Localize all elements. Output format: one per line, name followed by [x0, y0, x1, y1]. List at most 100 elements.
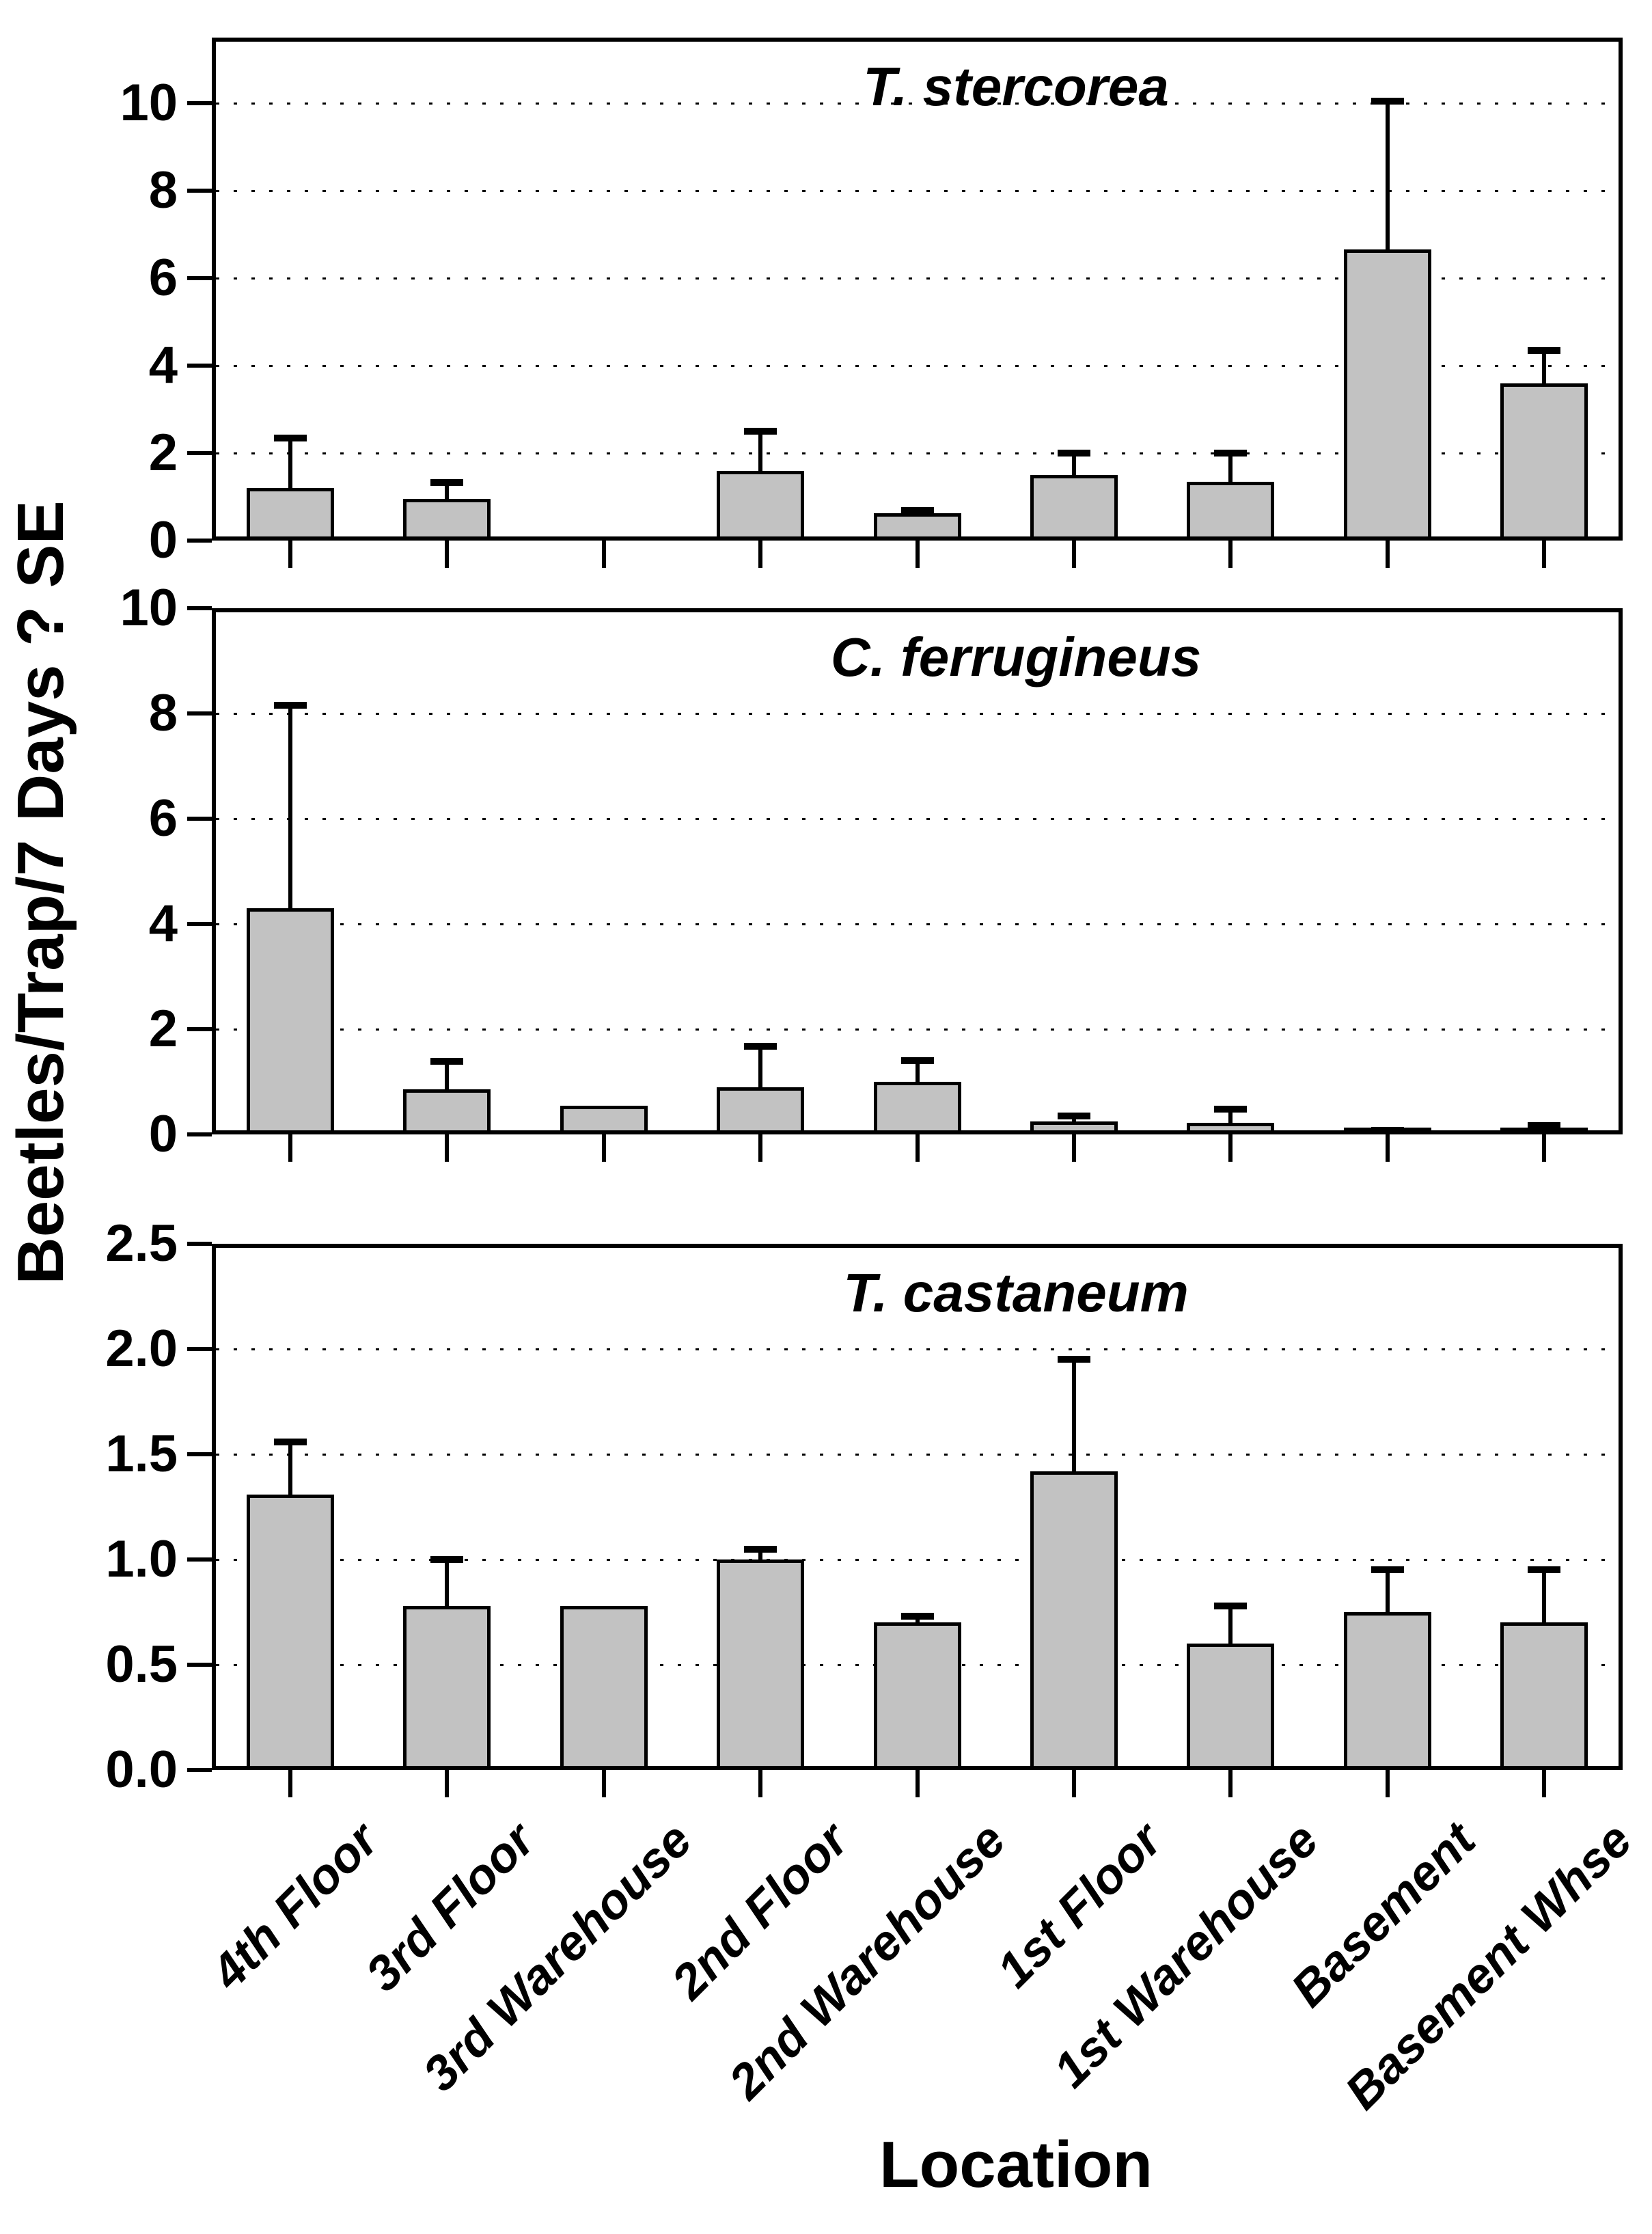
error-bar-stem — [288, 705, 292, 915]
x-axis-tick — [915, 541, 920, 568]
error-bar-cap — [273, 702, 307, 709]
bar-3rd-warehouse — [560, 1106, 648, 1134]
bar-1st-floor — [1030, 475, 1118, 541]
error-bar-cap — [1528, 1566, 1561, 1574]
y-axis-tick — [187, 1242, 212, 1246]
x-axis-tick — [758, 1134, 763, 1162]
x-axis-label: Location — [879, 2128, 1153, 2201]
bar-basement — [1343, 1612, 1431, 1770]
x-axis-tick — [288, 541, 292, 568]
y-axis-tick — [187, 539, 212, 543]
x-axis-tick — [1228, 1134, 1233, 1162]
bar-4th-floor — [246, 1494, 334, 1770]
error-bar-cap — [430, 478, 464, 486]
y-axis-tick — [187, 922, 212, 926]
error-bar-stem — [1228, 453, 1233, 489]
gridline — [216, 923, 1619, 925]
y-tick-label: 2 — [148, 424, 178, 482]
y-axis-tick — [187, 1557, 212, 1562]
x-axis-tick — [445, 1134, 450, 1162]
x-axis-tick — [758, 1770, 763, 1797]
panel-t-castaneum: T. castaneum — [212, 1244, 1623, 1770]
y-tick-label: 8 — [148, 161, 178, 219]
error-bar-cap — [1528, 346, 1561, 354]
gridline — [216, 1348, 1619, 1350]
error-bar-cap — [430, 1556, 464, 1563]
error-bar-cap — [1371, 1566, 1404, 1574]
y-axis-tick — [187, 1663, 212, 1667]
gridline — [216, 190, 1619, 192]
y-axis-tick — [187, 101, 212, 105]
error-bar-stem — [1071, 453, 1076, 482]
y-tick-label: 0.5 — [105, 1635, 178, 1693]
y-tick-label: 2.5 — [105, 1214, 178, 1272]
bar-basement — [1343, 249, 1431, 541]
error-bar-cap — [1214, 1106, 1248, 1113]
panel-title: T. castaneum — [843, 1262, 1189, 1323]
y-tick-label: 6 — [148, 249, 178, 307]
bar-basement — [1343, 1128, 1431, 1134]
y-axis-tick — [187, 817, 212, 821]
bar-1st-floor — [1030, 1121, 1118, 1134]
error-bar-cap — [744, 1545, 777, 1553]
error-bar-stem — [1228, 1605, 1233, 1651]
gridline — [216, 1559, 1619, 1561]
error-bar-cap — [1214, 450, 1248, 457]
y-axis-tick — [187, 711, 212, 716]
y-tick-label: 0 — [148, 511, 178, 569]
x-axis-tick — [1385, 541, 1390, 568]
x-axis-tick — [1228, 541, 1233, 568]
x-axis-tick — [1071, 541, 1076, 568]
x-axis-tick — [1071, 1770, 1076, 1797]
x-axis-tick — [915, 1134, 920, 1162]
error-bar-cap — [1214, 1602, 1248, 1609]
bar-1st-warehouse — [1187, 481, 1275, 541]
bar-2nd-warehouse — [873, 1622, 961, 1770]
x-axis-tick — [1071, 1134, 1076, 1162]
error-bar-cap — [1057, 1113, 1090, 1120]
bar-3rd-floor — [403, 1089, 491, 1134]
error-bar-stem — [288, 1441, 292, 1501]
error-bar-cap — [900, 507, 934, 515]
y-tick-label: 2.0 — [105, 1320, 178, 1378]
error-bar-cap — [900, 1057, 934, 1065]
error-bar-stem — [445, 1061, 450, 1096]
error-bar-stem — [1071, 1359, 1076, 1478]
error-bar-cap — [273, 434, 307, 441]
x-axis-tick — [1385, 1134, 1390, 1162]
y-tick-label: 1.5 — [105, 1425, 178, 1483]
y-axis-tick — [187, 1027, 212, 1031]
y-tick-label: 8 — [148, 684, 178, 742]
error-bar-cap — [273, 1438, 307, 1445]
error-bar-stem — [758, 1046, 763, 1094]
x-axis-tick — [288, 1770, 292, 1797]
bar-2nd-warehouse — [873, 513, 961, 541]
bar-4th-floor — [246, 908, 334, 1134]
error-bar-cap — [1528, 1121, 1561, 1129]
gridline — [216, 1454, 1619, 1456]
y-tick-label: 2 — [148, 1000, 178, 1058]
error-bar-cap — [430, 1057, 464, 1065]
bar-basement-whse — [1500, 1128, 1588, 1134]
y-tick-label: 10 — [120, 74, 178, 132]
y-axis-tick — [187, 451, 212, 455]
x-axis-tick — [1542, 1770, 1547, 1797]
panel-t-stercorea: T. stercorea — [212, 38, 1623, 541]
x-axis-tick — [288, 1134, 292, 1162]
panel-title: T. stercorea — [863, 56, 1169, 117]
x-axis-tick — [601, 541, 606, 568]
gridline — [216, 818, 1619, 820]
gridline — [216, 365, 1619, 367]
error-bar-cap — [1057, 450, 1090, 457]
y-tick-label: 0.0 — [105, 1741, 178, 1799]
gridline — [216, 452, 1619, 454]
bar-3rd-warehouse — [560, 1605, 648, 1770]
error-bar-stem — [445, 482, 450, 506]
error-bar-stem — [1385, 100, 1390, 257]
panel-c-ferrugineus: C. ferrugineus — [212, 608, 1623, 1139]
y-axis-tick — [187, 1768, 212, 1772]
y-tick-label: 6 — [148, 789, 178, 847]
gridline — [216, 1029, 1619, 1031]
y-axis-tick — [187, 606, 212, 610]
